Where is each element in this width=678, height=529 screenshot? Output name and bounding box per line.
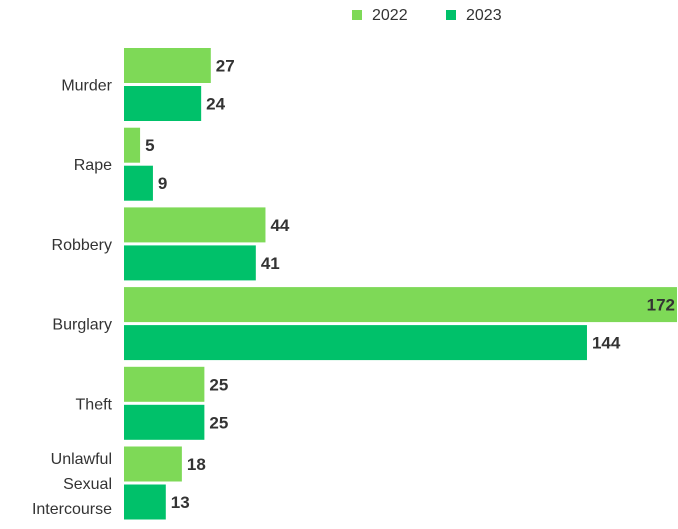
value-label-2023: 25 [209, 413, 228, 432]
bar-2023 [124, 245, 256, 281]
category-label: Rape [74, 157, 112, 174]
bar-2022 [124, 207, 266, 243]
legend: 2022 2023 [352, 7, 502, 24]
bar-2022 [124, 366, 205, 402]
bar-2023 [124, 325, 587, 361]
value-label-2022: 18 [187, 455, 206, 474]
category-label: Theft [76, 396, 113, 413]
bar-2022 [124, 127, 141, 163]
value-label-2023: 41 [261, 254, 280, 273]
category-label: Murder [61, 78, 112, 95]
bar-2023 [124, 86, 202, 121]
legend-label-2022: 2022 [372, 7, 408, 24]
legend-label-2023: 2023 [466, 7, 502, 24]
bar-2023 [124, 404, 205, 440]
bar-2022 [124, 446, 182, 482]
value-label-2023: 13 [171, 493, 190, 512]
category-labels: Murder Rape Robbery Burglary Theft Unlawful Se… [32, 78, 113, 519]
value-label-2022: 27 [216, 57, 235, 76]
category-label: Robbery [52, 237, 112, 254]
value-label-2022: 5 [145, 136, 154, 155]
value-labels: 27 24 59 44 41 172 144 25 25 18 13 [145, 57, 675, 513]
legend-swatch-2023 [446, 10, 456, 20]
bars [124, 48, 677, 520]
bar-2022 [124, 48, 211, 83]
bar-2023 [124, 484, 166, 520]
value-label-2023: 24 [206, 95, 225, 114]
value-label-2023: 9 [158, 174, 167, 193]
category-label: Unlawful Sexual Intercourse [32, 451, 112, 518]
category-label: Burglary [52, 317, 112, 334]
value-label-2022: 172 [647, 296, 675, 315]
legend-swatch-2022 [352, 10, 362, 20]
bar-2022 [124, 287, 677, 323]
value-label-2023: 144 [592, 334, 621, 353]
bar-2023 [124, 165, 153, 201]
value-label-2022: 44 [270, 216, 289, 235]
value-label-2022: 25 [209, 375, 228, 394]
